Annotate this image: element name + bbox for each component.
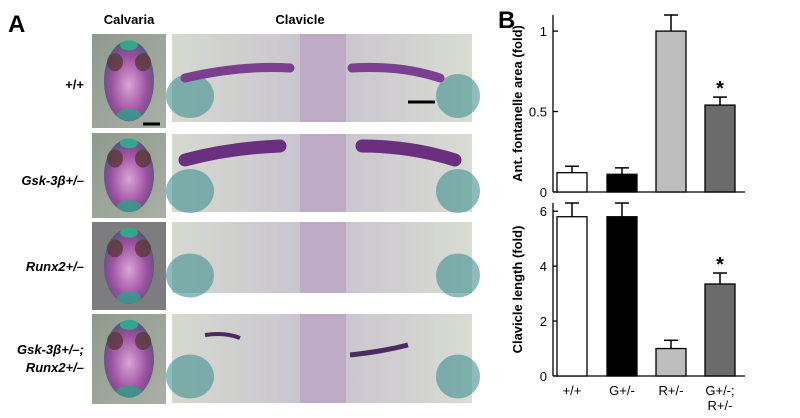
stain xyxy=(117,108,141,121)
column-title: Clavicle xyxy=(275,12,324,27)
image-rows xyxy=(92,34,480,404)
x-tick-label: +/+ xyxy=(563,383,582,398)
bar xyxy=(655,347,687,377)
clavicle xyxy=(180,62,295,83)
clavicle-image xyxy=(166,134,480,213)
clavicle xyxy=(355,139,462,167)
stain xyxy=(436,169,480,213)
clavicle xyxy=(347,62,445,83)
stain xyxy=(135,332,151,350)
stain xyxy=(107,53,123,72)
x-tick-label: R+/- xyxy=(659,383,684,398)
spine xyxy=(300,34,346,122)
bar xyxy=(606,216,638,377)
stain xyxy=(117,291,141,304)
row-label: +/+ xyxy=(65,77,84,92)
stain xyxy=(135,239,151,258)
stain xyxy=(436,74,480,118)
clavicle-image xyxy=(166,222,480,298)
spine xyxy=(300,222,346,293)
y-tick-label: 6 xyxy=(540,204,547,219)
stain xyxy=(436,354,480,399)
stain xyxy=(117,200,141,213)
y-tick-label: 1 xyxy=(540,24,547,39)
calvaria-image xyxy=(92,34,166,128)
bar-chart: 0 0.5 1 Ant. fontanelle area (fold) * xyxy=(510,14,745,200)
stain xyxy=(166,354,214,399)
bar xyxy=(704,283,736,377)
bar xyxy=(556,172,588,193)
stain xyxy=(135,53,151,72)
stain xyxy=(120,138,138,149)
row-label: Runx2+/– xyxy=(26,360,84,375)
clavicle xyxy=(178,139,287,167)
clavicle-image xyxy=(166,34,480,122)
stain xyxy=(107,332,123,350)
stain xyxy=(107,149,123,168)
significance-marker: * xyxy=(716,254,724,276)
stain xyxy=(120,227,138,238)
spine xyxy=(300,134,346,212)
stain xyxy=(135,149,151,168)
bar xyxy=(606,173,638,193)
stain xyxy=(107,239,123,258)
calvaria-image xyxy=(92,222,166,310)
x-tick-label: G+/- xyxy=(609,383,635,398)
stain xyxy=(117,385,141,398)
column-title: Calvaria xyxy=(104,12,155,27)
bar xyxy=(704,104,736,193)
row-label: Gsk-3β+/– xyxy=(21,173,84,188)
spine xyxy=(300,314,346,403)
y-tick-label: 0 xyxy=(540,369,547,384)
stain xyxy=(166,74,214,118)
y-tick-label: 0 xyxy=(540,185,547,200)
x-tick-label: G+/-; xyxy=(705,383,734,398)
stain xyxy=(166,253,214,298)
y-tick-label: 2 xyxy=(540,314,547,329)
clavicle-image xyxy=(166,314,480,403)
significance-marker: * xyxy=(716,78,724,100)
bar xyxy=(556,216,588,377)
bar xyxy=(655,30,687,193)
calvaria-image xyxy=(92,133,166,218)
row-label: Runx2+/– xyxy=(26,259,84,274)
x-tick-label: R+/- xyxy=(708,398,733,413)
y-axis-label: Ant. fontanelle area (fold) xyxy=(510,25,525,182)
stain xyxy=(166,169,214,213)
calvaria-image xyxy=(92,314,166,404)
y-tick-label: 4 xyxy=(540,259,547,274)
clavicle xyxy=(349,342,409,358)
stain xyxy=(120,40,138,51)
stain xyxy=(436,253,480,298)
y-axis-label: Clavicle length (fold) xyxy=(510,226,525,354)
bar-chart: 0 2 4 6 Clavicle length (fold) +/+ G+/- R+/- * G+… xyxy=(510,202,745,413)
charts: 0 0.5 1 Ant. fontanelle area (fold) * 0 2 4 6 Cla… xyxy=(510,14,745,413)
panel-label: B xyxy=(498,7,515,34)
panel-label: A xyxy=(8,11,25,38)
row-label: Gsk-3β+/–; xyxy=(17,342,84,357)
y-tick-label: 0.5 xyxy=(529,105,547,120)
stain xyxy=(120,319,138,330)
clavicle xyxy=(204,332,241,340)
